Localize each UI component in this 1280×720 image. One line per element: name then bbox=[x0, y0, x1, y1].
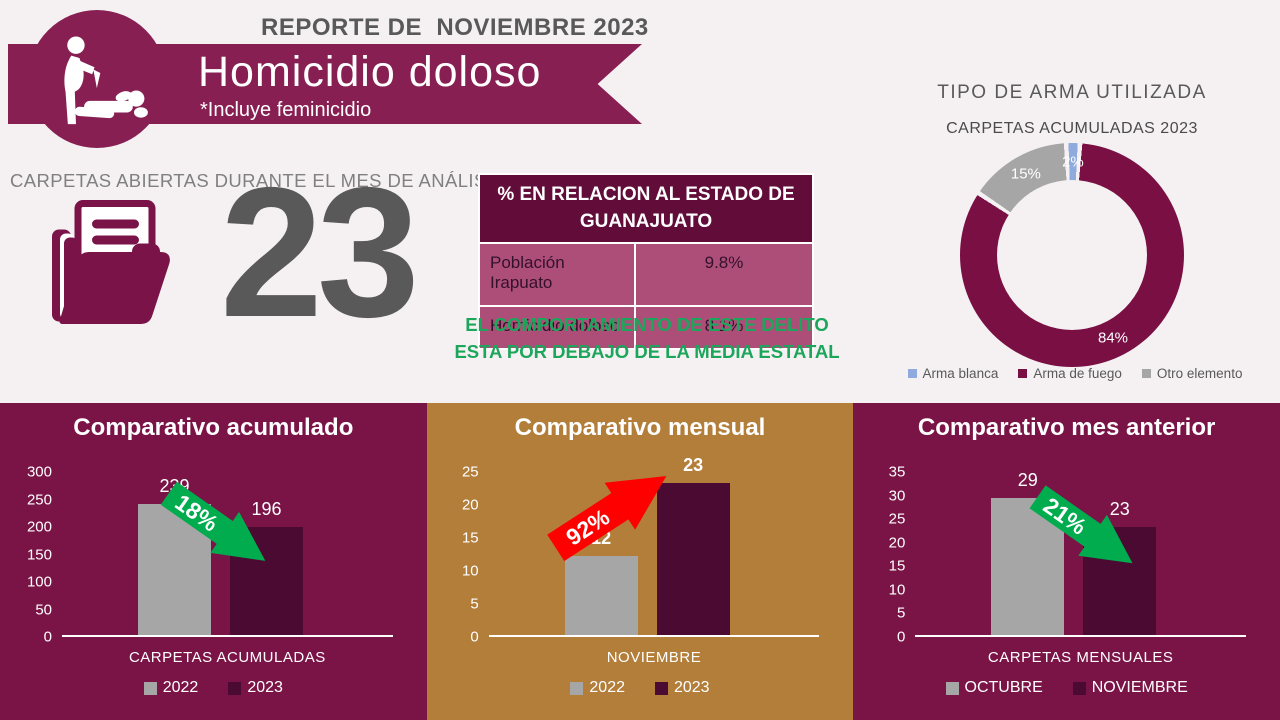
chart-legend: 2022 2023 bbox=[427, 679, 854, 697]
legend-item: 2022 bbox=[143, 679, 199, 697]
x-axis-label: CARPETAS ACUMULADAS bbox=[128, 649, 326, 666]
legend-swatch bbox=[907, 369, 917, 378]
chart-legend: OCTUBRE NOVIEMBRE bbox=[853, 679, 1280, 697]
plot-area: 25 20 15 10 5 0 12 23 92% bbox=[462, 472, 820, 646]
y-axis-tick-label: 200 bbox=[26, 518, 52, 536]
x-axis-label: CARPETAS MENSUALES bbox=[987, 649, 1174, 666]
bar-value-label: 29 bbox=[1017, 470, 1038, 491]
legend-label: Arma de fuego bbox=[1033, 366, 1122, 381]
donut-legend-item: Arma blanca bbox=[907, 366, 999, 381]
bar-2023 bbox=[656, 483, 730, 635]
table-cell-value: 9.8% bbox=[636, 244, 812, 306]
y-axis-tick-label: 150 bbox=[26, 546, 52, 563]
panel-comparativo-mes-anterior: Comparativo mes anterior 35 30 25 20 15 10 5 0 29… bbox=[853, 403, 1280, 720]
legend-swatch bbox=[1018, 369, 1028, 378]
weapon-type-donut-chart: 2% 84% 15% bbox=[960, 143, 1184, 367]
donut-slice-label: 15% bbox=[1010, 165, 1041, 183]
table-cell-value: 8.1% bbox=[636, 307, 812, 349]
y-axis-tick-label: 20 bbox=[461, 496, 479, 514]
report-period-label: REPORTE DE NOVIEMBRE 2023 bbox=[261, 14, 649, 41]
y-axis-tick-label: 20 bbox=[888, 534, 906, 552]
plot-area: 35 30 25 20 15 10 5 0 29 23 21% bbox=[889, 464, 1246, 646]
panel-comparativo-acumulado: Comparativo acumulado 300 250 200 150 100 50 0 2… bbox=[0, 403, 427, 720]
table-cell-label: Población Irapuato bbox=[480, 244, 637, 306]
chart-title: Comparativo mensual bbox=[514, 414, 766, 441]
bar-value-label: 23 bbox=[1109, 498, 1130, 519]
donut-slice-label: 2% bbox=[1062, 153, 1084, 171]
legend-swatch bbox=[228, 681, 242, 695]
y-axis-tick-label: 5 bbox=[470, 595, 479, 613]
table-cell-label: Homicidio doloso bbox=[480, 307, 637, 349]
comparison-panels: Comparativo acumulado3002502001501005002… bbox=[0, 403, 1280, 720]
legend-item: OCTUBRE bbox=[945, 679, 1043, 697]
y-axis-tick-label: 250 bbox=[26, 491, 52, 508]
page-title: Homicidio doloso bbox=[198, 48, 542, 96]
donut-slice-label: 84% bbox=[1097, 329, 1129, 347]
homicide-icon bbox=[64, 36, 148, 125]
x-axis-label: NOVIEMBRE bbox=[606, 649, 702, 666]
page-subtitle: *Incluye feminicidio bbox=[200, 99, 372, 121]
donut-legend: Arma blanca Arma de fuego Otro elemento bbox=[900, 366, 1250, 381]
y-axis-tick-label: 10 bbox=[888, 581, 906, 599]
chart-legend: 2022 2023 bbox=[0, 679, 427, 697]
chart-title: Comparativo acumulado bbox=[73, 414, 354, 441]
legend-swatch bbox=[654, 681, 668, 695]
legend-item: NOVIEMBRE bbox=[1072, 679, 1188, 697]
y-axis-tick-label: 0 bbox=[896, 628, 906, 646]
y-axis-tick-label: 35 bbox=[888, 463, 906, 481]
legend-swatch bbox=[945, 681, 959, 695]
y-axis-tick-label: 300 bbox=[26, 463, 52, 481]
donut-legend-item: Otro elemento bbox=[1141, 366, 1243, 381]
legend-swatch bbox=[1072, 681, 1086, 695]
kpi-label: CARPETAS ABIERTAS DURANTE EL MES DE ANÁL… bbox=[10, 170, 505, 191]
legend-item: 2022 bbox=[570, 679, 625, 697]
bar-value-label: 196 bbox=[251, 499, 282, 520]
y-axis-tick-label: 30 bbox=[888, 487, 906, 505]
legend-item: 2023 bbox=[654, 679, 710, 697]
state-note: EL COMPORTAMIENTO DE ESTE DELITO ESTA PO… bbox=[452, 312, 842, 366]
bar-value-label: 23 bbox=[683, 455, 704, 476]
legend-swatch bbox=[1141, 369, 1151, 378]
state-note-line2: ESTA POR DEBAJO DE LA MEDIA ESTATAL bbox=[454, 340, 840, 362]
legend-label: 2022 bbox=[589, 679, 625, 696]
y-axis-tick-label: 100 bbox=[26, 573, 52, 591]
kpi-value: 23 bbox=[220, 150, 420, 356]
donut-chart-subtitle: CARPETAS ACUMULADAS 2023 bbox=[946, 120, 1198, 137]
table-header: % EN RELACION AL ESTADO DE GUANAJUATO bbox=[478, 173, 814, 245]
open-folder-icon bbox=[52, 200, 170, 324]
table-row: Homicidio doloso 8.1% bbox=[478, 307, 814, 351]
legend-label: Otro elemento bbox=[1156, 366, 1243, 381]
legend-label: 2023 bbox=[247, 679, 283, 696]
table-row: Población Irapuato 9.8% bbox=[478, 244, 814, 308]
bar-2022 bbox=[564, 555, 638, 635]
y-axis-tick-label: 25 bbox=[888, 510, 906, 528]
trend-percent-label: 92% bbox=[560, 503, 614, 551]
y-axis-tick-label: 0 bbox=[43, 628, 52, 646]
y-axis-tick-label: 0 bbox=[470, 628, 479, 646]
y-axis-tick-label: 15 bbox=[461, 529, 479, 547]
legend-item: 2023 bbox=[228, 679, 283, 697]
state-note-line1: EL COMPORTAMIENTO DE ESTE DELITO bbox=[465, 314, 829, 335]
y-axis-tick-label: 5 bbox=[896, 604, 906, 622]
y-axis-tick-label: 50 bbox=[35, 601, 52, 618]
legend-label: NOVIEMBRE bbox=[1091, 679, 1188, 696]
donut-hole bbox=[997, 180, 1147, 330]
donut-legend-item: Arma de fuego bbox=[1018, 366, 1122, 381]
y-axis-tick-label: 25 bbox=[461, 463, 479, 481]
panel-comparativo-mensual: Comparativo mensual 25 20 15 10 5 0 12 23 92% NOVI… bbox=[426, 403, 854, 720]
legend-swatch bbox=[570, 681, 584, 695]
donut-chart-title: TIPO DE ARMA UTILIZADA bbox=[937, 82, 1207, 103]
legend-label: OCTUBRE bbox=[964, 679, 1043, 696]
chart-title: Comparativo mes anterior bbox=[917, 414, 1216, 441]
state-comparison-table: % EN RELACION AL ESTADO DE GUANAJUATO Po… bbox=[478, 173, 814, 351]
y-axis-tick-label: 10 bbox=[461, 562, 479, 580]
legend-label: 2023 bbox=[673, 679, 710, 696]
legend-label: 2022 bbox=[162, 679, 199, 696]
legend-swatch bbox=[143, 681, 157, 695]
legend-label: Arma blanca bbox=[922, 366, 999, 381]
plot-area: 30025020015010050023919618% bbox=[27, 464, 393, 646]
y-axis-tick-label: 15 bbox=[888, 557, 906, 575]
